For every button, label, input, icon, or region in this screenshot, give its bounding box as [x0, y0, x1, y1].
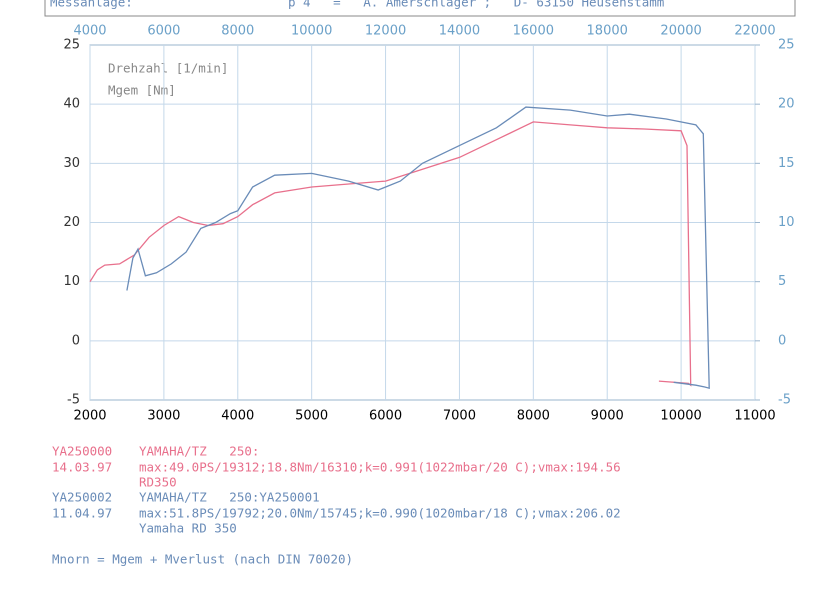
y-tick-label: 0 [72, 333, 80, 348]
run-note: Yamaha RD 350 [139, 521, 237, 536]
header-text: p 4 = A. Amerschläger ; D- 63150 Heusens… [288, 0, 664, 10]
left-edge-label: 25 [63, 38, 80, 53]
run-date: 11.04.97 [52, 506, 112, 521]
legend-label: Mgem [Nm] [108, 83, 176, 98]
x2-tick-label: 20000 [660, 24, 701, 39]
x2-tick-label: 10000 [291, 24, 332, 39]
x-tick-label: 10000 [660, 409, 701, 424]
x-tick-label: 4000 [221, 409, 254, 424]
run-stats: max:49.0PS/19312;18.8Nm/16310;k=0.991(10… [139, 460, 621, 475]
header-label: Messanlage: [50, 0, 133, 10]
run-id: YA250000 [52, 444, 112, 459]
x-tick-label: 11000 [734, 409, 775, 424]
y-tick-label: 10 [63, 274, 80, 289]
y2-tick-label: 10 [778, 215, 795, 230]
series-line [89, 121, 692, 387]
series-line [126, 106, 710, 390]
run-model: YAMAHA/TZ 250: [139, 444, 259, 459]
x-tick-label: 2000 [73, 409, 106, 424]
y2-tick-label: 15 [778, 156, 795, 171]
run-id: YA250002 [52, 490, 112, 505]
y2-tick-label: 25 [778, 38, 795, 53]
y-tick-label: 20 [63, 215, 80, 230]
y-tick-label: 30 [63, 156, 80, 171]
run-stats: max:51.8PS/19792;20.0Nm/15745;k=0.990(10… [139, 506, 621, 521]
left-edge-label: -5 [67, 393, 80, 408]
y2-tick-label: 5 [778, 274, 786, 289]
y-tick-label: 40 [63, 97, 80, 112]
x-tick-label: 6000 [369, 409, 402, 424]
x-tick-label: 9000 [591, 409, 624, 424]
run-date: 14.03.97 [52, 460, 112, 475]
legend-label: Drehzahl [1/min] [108, 61, 228, 76]
y2-tick-label: 0 [778, 333, 786, 348]
x-tick-label: 7000 [443, 409, 476, 424]
x2-tick-label: 12000 [365, 24, 406, 39]
x2-tick-label: 6000 [147, 24, 180, 39]
formula: Mnorn = Mgem + Mverlust (nach DIN 70020) [52, 552, 353, 567]
run-model: YAMAHA/TZ 250:YA250001 [139, 490, 320, 505]
run-note: RD350 [139, 475, 177, 490]
y2-tick-label: -5 [778, 393, 791, 408]
x2-tick-label: 4000 [73, 24, 106, 39]
x-tick-label: 3000 [147, 409, 180, 424]
x2-tick-label: 8000 [221, 24, 254, 39]
x2-tick-label: 14000 [439, 24, 480, 39]
x-tick-label: 5000 [295, 409, 328, 424]
x2-tick-label: 22000 [734, 24, 775, 39]
x2-tick-label: 16000 [513, 24, 554, 39]
x2-tick-label: 18000 [587, 24, 628, 39]
y2-tick-label: 20 [778, 97, 795, 112]
header-box [44, 0, 796, 17]
x-tick-label: 8000 [517, 409, 550, 424]
